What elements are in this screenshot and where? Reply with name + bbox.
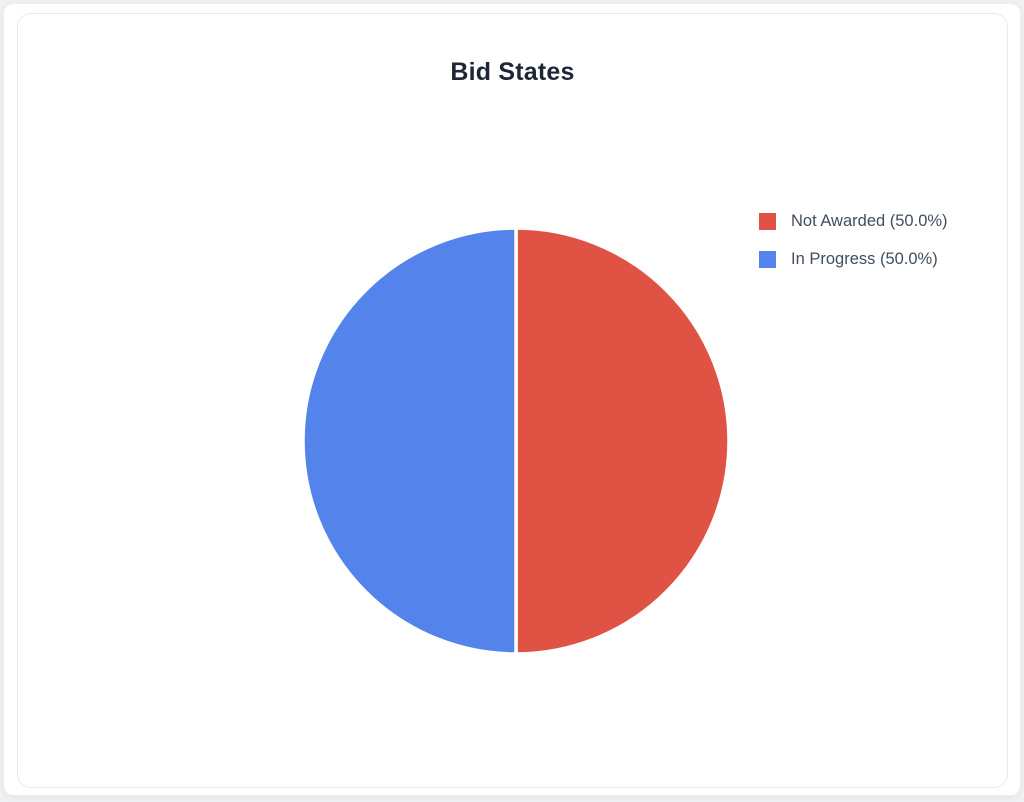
app-window: Bid States Not Awarded (50.0%) In Progres… xyxy=(3,3,1021,796)
pie-chart-canvas xyxy=(301,226,731,656)
chart-title: Bid States xyxy=(450,58,575,86)
legend-swatch-icon xyxy=(759,212,776,230)
pie-slice-in-progress[interactable] xyxy=(301,226,518,656)
legend-swatch-icon xyxy=(759,250,776,268)
legend-item-not-awarded[interactable]: Not Awarded (50.0%) xyxy=(759,211,948,231)
legend-label: In Progress (50.0%) xyxy=(791,250,938,268)
pie-slice-not-awarded[interactable] xyxy=(514,226,731,656)
chart-legend: Not Awarded (50.0%) In Progress (50.0%) xyxy=(759,211,948,269)
legend-item-in-progress[interactable]: In Progress (50.0%) xyxy=(759,249,948,269)
chart-card: Bid States Not Awarded (50.0%) In Progres… xyxy=(17,13,1008,788)
legend-label: Not Awarded (50.0%) xyxy=(791,212,948,230)
